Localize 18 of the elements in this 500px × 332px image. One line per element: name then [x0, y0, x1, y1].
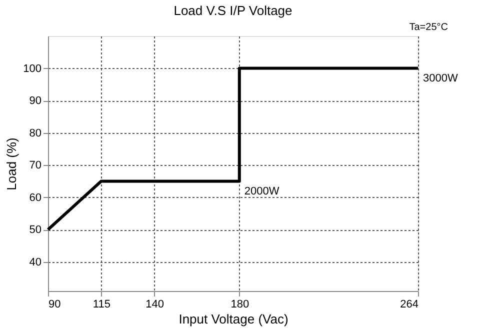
y-tick-label: 70: [29, 160, 42, 172]
annotation: 2000W: [244, 185, 280, 198]
x-tick-label: 180: [230, 298, 250, 310]
y-axis-title: Load (%): [4, 138, 20, 190]
x-tick-label: 264: [400, 298, 418, 310]
text: Ta=25°C: [409, 22, 448, 33]
y-tick-label: 60: [29, 192, 42, 204]
x-tick-label: 115: [92, 298, 110, 310]
chart-title: Load V.S I/P Voltage: [174, 3, 292, 18]
y-tick-label: 80: [29, 127, 42, 140]
x-tick-label: 140: [146, 298, 164, 310]
y-tick-label: 50: [29, 224, 42, 236]
x-tick-label: 90: [48, 298, 61, 310]
annotation: 3000W: [423, 72, 458, 84]
y-tick-label: 90: [29, 95, 42, 108]
y-tick-label: 100: [23, 62, 42, 75]
x-axis-title: Input Voltage (Vac): [178, 312, 288, 326]
y-tick-label: 40: [29, 256, 42, 268]
